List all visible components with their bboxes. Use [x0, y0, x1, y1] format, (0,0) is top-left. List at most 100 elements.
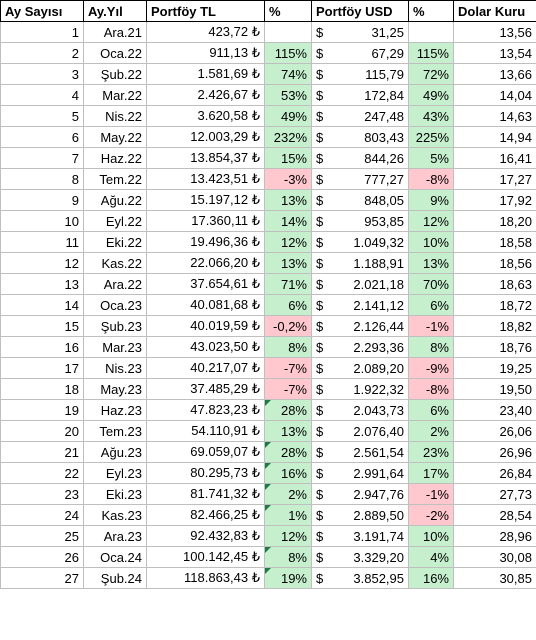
usd-change-cell[interactable]: 115%: [408, 42, 454, 64]
usd-change-cell[interactable]: 8%: [408, 336, 454, 358]
portfolio-tl-cell[interactable]: 1.581,69 ₺: [146, 63, 265, 85]
month-number-cell[interactable]: 10: [0, 210, 84, 232]
portfolio-usd-cell[interactable]: $2.947,76: [311, 483, 409, 505]
month-year-cell[interactable]: Eki.22: [83, 231, 147, 253]
month-number-cell[interactable]: 4: [0, 84, 84, 106]
usd-change-cell[interactable]: -2%: [408, 504, 454, 526]
portfolio-usd-cell[interactable]: $2.126,44: [311, 315, 409, 337]
month-number-cell[interactable]: 7: [0, 147, 84, 169]
usd-change-cell[interactable]: 70%: [408, 273, 454, 295]
portfolio-tl-cell[interactable]: 54.110,91 ₺: [146, 420, 265, 442]
tl-change-cell[interactable]: 28%: [264, 441, 312, 463]
month-year-cell[interactable]: Haz.23: [83, 399, 147, 421]
portfolio-tl-cell[interactable]: 3.620,58 ₺: [146, 105, 265, 127]
tl-change-cell[interactable]: [264, 21, 312, 43]
tl-change-cell[interactable]: 19%: [264, 567, 312, 589]
month-number-cell[interactable]: 14: [0, 294, 84, 316]
portfolio-usd-cell[interactable]: $777,27: [311, 168, 409, 190]
month-number-cell[interactable]: 11: [0, 231, 84, 253]
month-number-cell[interactable]: 21: [0, 441, 84, 463]
tl-change-cell[interactable]: 6%: [264, 294, 312, 316]
header-usd-percent[interactable]: %: [408, 0, 454, 22]
dollar-rate-cell[interactable]: 26,06: [453, 420, 536, 442]
header-dollar-rate[interactable]: Dolar Kuru: [453, 0, 536, 22]
month-year-cell[interactable]: Mar.22: [83, 84, 147, 106]
month-number-cell[interactable]: 3: [0, 63, 84, 85]
usd-change-cell[interactable]: 9%: [408, 189, 454, 211]
tl-change-cell[interactable]: 16%: [264, 462, 312, 484]
month-number-cell[interactable]: 23: [0, 483, 84, 505]
usd-change-cell[interactable]: 49%: [408, 84, 454, 106]
dollar-rate-cell[interactable]: 19,25: [453, 357, 536, 379]
usd-change-cell[interactable]: 72%: [408, 63, 454, 85]
portfolio-tl-cell[interactable]: 69.059,07 ₺: [146, 441, 265, 463]
month-year-cell[interactable]: Kas.22: [83, 252, 147, 274]
header-month-year[interactable]: Ay.Yıl: [83, 0, 147, 22]
tl-change-cell[interactable]: 12%: [264, 231, 312, 253]
dollar-rate-cell[interactable]: 26,96: [453, 441, 536, 463]
portfolio-tl-cell[interactable]: 40.081,68 ₺: [146, 294, 265, 316]
usd-change-cell[interactable]: 5%: [408, 147, 454, 169]
tl-change-cell[interactable]: 232%: [264, 126, 312, 148]
month-number-cell[interactable]: 5: [0, 105, 84, 127]
portfolio-usd-cell[interactable]: $2.043,73: [311, 399, 409, 421]
tl-change-cell[interactable]: 49%: [264, 105, 312, 127]
month-number-cell[interactable]: 12: [0, 252, 84, 274]
dollar-rate-cell[interactable]: 18,63: [453, 273, 536, 295]
usd-change-cell[interactable]: 23%: [408, 441, 454, 463]
tl-change-cell[interactable]: 15%: [264, 147, 312, 169]
portfolio-usd-cell[interactable]: $67,29: [311, 42, 409, 64]
month-year-cell[interactable]: Şub.24: [83, 567, 147, 589]
month-number-cell[interactable]: 20: [0, 420, 84, 442]
portfolio-tl-cell[interactable]: 911,13 ₺: [146, 42, 265, 64]
portfolio-tl-cell[interactable]: 118.863,43 ₺: [146, 567, 265, 589]
month-number-cell[interactable]: 15: [0, 315, 84, 337]
usd-change-cell[interactable]: 2%: [408, 420, 454, 442]
dollar-rate-cell[interactable]: 18,58: [453, 231, 536, 253]
dollar-rate-cell[interactable]: 13,56: [453, 21, 536, 43]
month-number-cell[interactable]: 22: [0, 462, 84, 484]
tl-change-cell[interactable]: 13%: [264, 189, 312, 211]
tl-change-cell[interactable]: -0,2%: [264, 315, 312, 337]
dollar-rate-cell[interactable]: 14,04: [453, 84, 536, 106]
usd-change-cell[interactable]: -9%: [408, 357, 454, 379]
usd-change-cell[interactable]: 13%: [408, 252, 454, 274]
dollar-rate-cell[interactable]: 28,96: [453, 525, 536, 547]
dollar-rate-cell[interactable]: 14,63: [453, 105, 536, 127]
month-number-cell[interactable]: 24: [0, 504, 84, 526]
tl-change-cell[interactable]: 8%: [264, 546, 312, 568]
month-year-cell[interactable]: Nis.23: [83, 357, 147, 379]
portfolio-usd-cell[interactable]: $844,26: [311, 147, 409, 169]
month-number-cell[interactable]: 27: [0, 567, 84, 589]
portfolio-tl-cell[interactable]: 22.066,20 ₺: [146, 252, 265, 274]
portfolio-tl-cell[interactable]: 423,72 ₺: [146, 21, 265, 43]
portfolio-tl-cell[interactable]: 92.432,83 ₺: [146, 525, 265, 547]
dollar-rate-cell[interactable]: 14,94: [453, 126, 536, 148]
header-portfolio-usd[interactable]: Portföy USD: [311, 0, 409, 22]
month-year-cell[interactable]: Eyl.22: [83, 210, 147, 232]
month-year-cell[interactable]: Ara.21: [83, 21, 147, 43]
portfolio-tl-cell[interactable]: 40.019,59 ₺: [146, 315, 265, 337]
portfolio-tl-cell[interactable]: 15.197,12 ₺: [146, 189, 265, 211]
portfolio-usd-cell[interactable]: $31,25: [311, 21, 409, 43]
portfolio-tl-cell[interactable]: 37.654,61 ₺: [146, 273, 265, 295]
month-number-cell[interactable]: 6: [0, 126, 84, 148]
tl-change-cell[interactable]: 12%: [264, 525, 312, 547]
month-year-cell[interactable]: Mar.23: [83, 336, 147, 358]
tl-change-cell[interactable]: 74%: [264, 63, 312, 85]
header-month-count[interactable]: Ay Sayısı: [0, 0, 84, 22]
month-year-cell[interactable]: Eki.23: [83, 483, 147, 505]
portfolio-usd-cell[interactable]: $115,79: [311, 63, 409, 85]
dollar-rate-cell[interactable]: 30,85: [453, 567, 536, 589]
dollar-rate-cell[interactable]: 17,27: [453, 168, 536, 190]
month-year-cell[interactable]: Tem.23: [83, 420, 147, 442]
portfolio-usd-cell[interactable]: $172,84: [311, 84, 409, 106]
month-year-cell[interactable]: Haz.22: [83, 147, 147, 169]
month-number-cell[interactable]: 1: [0, 21, 84, 43]
usd-change-cell[interactable]: 43%: [408, 105, 454, 127]
month-year-cell[interactable]: Ağu.23: [83, 441, 147, 463]
month-year-cell[interactable]: Oca.22: [83, 42, 147, 64]
month-number-cell[interactable]: 18: [0, 378, 84, 400]
dollar-rate-cell[interactable]: 19,50: [453, 378, 536, 400]
usd-change-cell[interactable]: 12%: [408, 210, 454, 232]
